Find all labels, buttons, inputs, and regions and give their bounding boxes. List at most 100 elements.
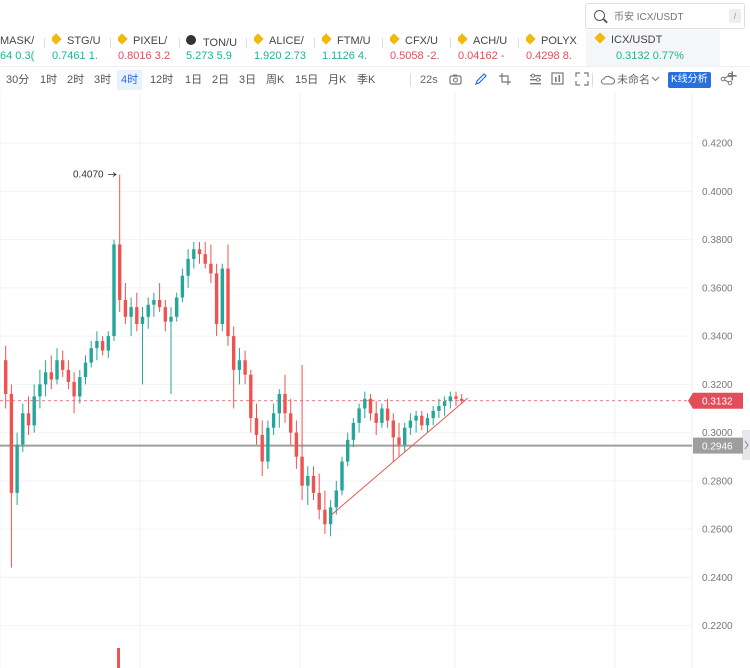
candle-body [100, 340, 105, 351]
price-axis: 0.4200 0.4000 0.3800 0.3600 0.3400 0.3200 0.30… [691, 92, 750, 668]
ticker-tab-cfx[interactable]: CFX/U 0.5058 -2. [390, 30, 448, 66]
candle-body [26, 413, 31, 426]
horizontal-line-tag-label: 0.2946 [702, 442, 733, 453]
layout-name[interactable]: 未命名 [617, 74, 650, 86]
chart-grid [0, 92, 692, 668]
candle-body [317, 492, 321, 510]
candle-body [140, 316, 145, 325]
ticker-price: 0.8016 3.2 [118, 50, 170, 62]
current-price-tag-pointer [688, 392, 693, 409]
candle-body [380, 408, 384, 423]
ticker-tab-icx[interactable]: ICX/USDT 0.3132 0.77% [586, 30, 720, 66]
camera-icon[interactable] [449, 74, 462, 85]
timeframe-30m[interactable]: 30分 [6, 74, 30, 86]
timeframe-1h[interactable]: 1时 [40, 74, 58, 86]
y-tick-label: 0.2600 [702, 525, 733, 536]
ticker-tab-stg[interactable]: STG/U 0.7461 1. [52, 30, 107, 66]
ticker-tab-ton[interactable]: TON/U 5.273 5.9 [186, 30, 244, 66]
y-tick-label: 0.3400 [702, 332, 733, 343]
search-shortcut-hint: / [729, 9, 741, 23]
candle-body [243, 360, 247, 375]
ticker-name: STG/U [67, 35, 101, 47]
arrow-right-icon [108, 172, 117, 177]
ton-icon [186, 35, 196, 45]
symbol-search-box[interactable]: / [585, 3, 745, 29]
ticker-tab-ftm[interactable]: FTM/U 1.1126 4. [322, 30, 380, 66]
candle-body [397, 437, 401, 445]
candle-body [186, 258, 190, 276]
timeframe-month[interactable]: 月K [328, 74, 347, 86]
timeframe-3h[interactable]: 3时 [94, 74, 112, 86]
candle-body [442, 401, 447, 407]
candle-body [146, 304, 150, 317]
y-tick-label: 0.2800 [702, 476, 733, 487]
candle-body [368, 398, 373, 414]
ticker-price: 0.4298 8. [526, 50, 572, 62]
ticker-name: TON/U [203, 37, 238, 49]
candle-body [135, 307, 139, 325]
candle-body [106, 336, 110, 351]
candle-body [328, 507, 333, 525]
chart-type-icon[interactable] [551, 72, 564, 85]
kline-analysis-button[interactable]: K线分析 [668, 72, 711, 88]
ticker-price: 0.04162 - [458, 50, 505, 62]
candle-body [129, 307, 133, 317]
scroll-handle [742, 430, 750, 460]
candle-body [374, 413, 378, 423]
timeframe-12h[interactable]: 12时 [150, 74, 174, 86]
candle-body [448, 396, 452, 402]
timeframe-week[interactable]: 周K [266, 74, 285, 86]
ticker-price: 1.920 2.73 [254, 50, 306, 62]
ticker-tab-mask[interactable]: MASK/ 64 0.3( [0, 30, 44, 66]
timeframe-quarter[interactable]: 季K [357, 74, 376, 86]
fullscreen-icon[interactable] [575, 72, 589, 86]
candle-body [175, 297, 179, 317]
candle-body [385, 408, 390, 421]
ticker-tab-pixel[interactable]: PIXEL/ 0.8016 3.2 [118, 30, 178, 66]
settings-icon[interactable] [530, 73, 541, 85]
candle-body [425, 418, 430, 426]
candle-body [192, 249, 196, 259]
candle-body [220, 268, 224, 325]
candle-body [306, 476, 310, 486]
candle-body [408, 420, 413, 428]
pencil-icon[interactable] [475, 73, 487, 85]
candle-body [78, 377, 82, 397]
candle-body [260, 434, 264, 462]
timeframe-2d[interactable]: 2日 [212, 74, 230, 86]
candle-body [283, 393, 287, 414]
ticker-tab-polyx[interactable]: POLYX 0.4298 8. [526, 30, 582, 66]
candle-body [55, 360, 59, 380]
candle-body [414, 415, 418, 421]
ticker-tab-ach[interactable]: ACH/U 0.04162 - [458, 30, 516, 66]
crop-icon[interactable] [499, 73, 511, 85]
ticker-name: ALICE/ [269, 35, 304, 47]
candle-body [226, 268, 230, 337]
ticker-price: 5.273 5.9 [186, 50, 232, 62]
candle-body [49, 372, 53, 380]
ticker-name: POLYX [541, 35, 577, 47]
timeframe-3d[interactable]: 3日 [239, 74, 257, 86]
candle-body [43, 372, 48, 385]
chevron-down-icon[interactable] [651, 76, 660, 82]
timeframe-15d[interactable]: 15日 [295, 74, 319, 86]
scroll-handle-arrow-icon [744, 440, 749, 450]
share-icon[interactable] [720, 72, 733, 86]
candle-body [83, 362, 88, 378]
ticker-name: ICX/USDT [611, 34, 663, 46]
candle-body [157, 299, 162, 308]
symbol-search-input[interactable] [612, 7, 734, 27]
timeframe-4h[interactable]: 4时 [117, 70, 143, 90]
ticker-tab-alice[interactable]: ALICE/ 1.920 2.73 [254, 30, 312, 66]
add-tab-button[interactable]: + [727, 66, 738, 86]
timeframe-1d[interactable]: 1日 [185, 74, 203, 86]
candle-body [118, 244, 122, 300]
timeframe-2h[interactable]: 2时 [67, 74, 85, 86]
candle-body [203, 254, 207, 264]
candle-body [123, 299, 128, 317]
countdown-timer: 22s [420, 74, 438, 86]
candle-body [403, 427, 407, 445]
y-tick-label: 0.3000 [702, 428, 733, 439]
